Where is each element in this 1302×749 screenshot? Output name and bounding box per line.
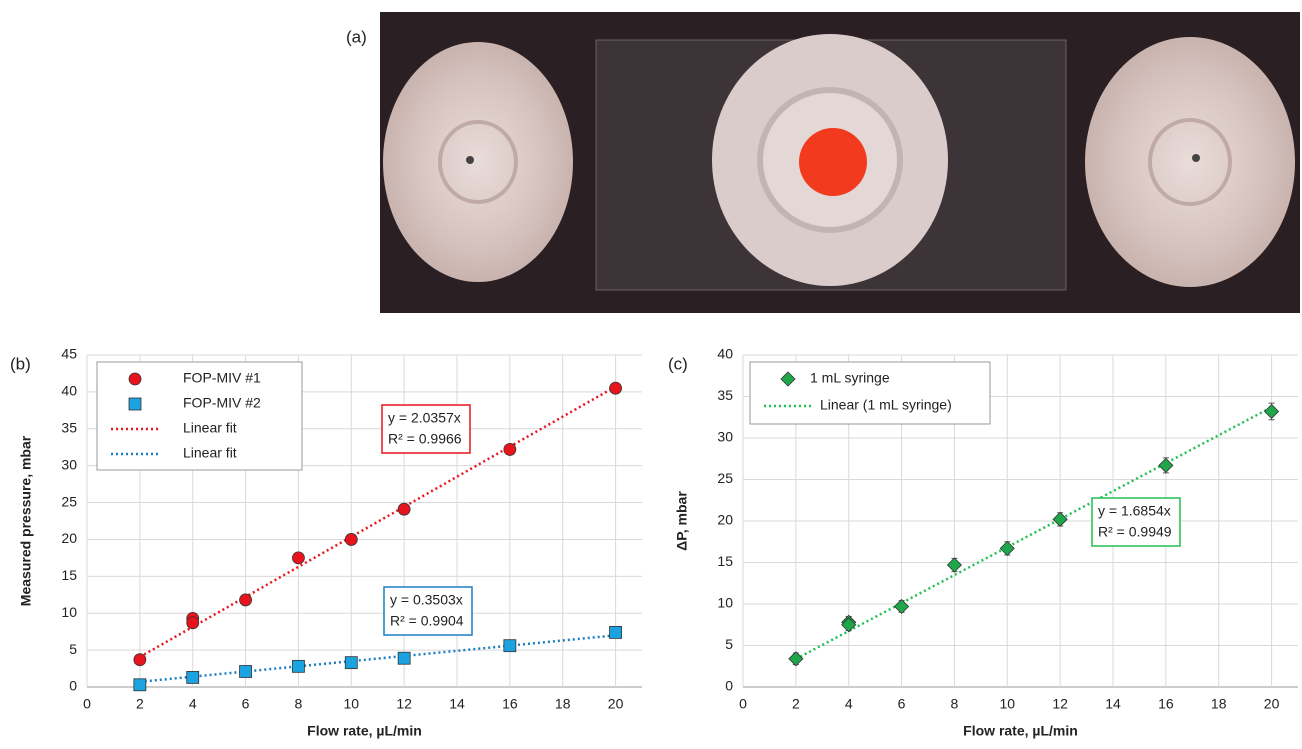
r-squared: R² = 0.9966	[388, 431, 462, 447]
x-tick-label: 16	[1158, 696, 1174, 712]
marker	[1053, 512, 1067, 526]
photo	[380, 12, 1300, 313]
marker	[134, 654, 146, 666]
marker	[240, 666, 252, 678]
y-axis-title: ΔP, mbar	[674, 491, 690, 551]
y-tick-label: 30	[717, 429, 733, 445]
equation: y = 1.6854x	[1098, 503, 1171, 519]
legend-label: Linear fit	[183, 445, 237, 461]
x-tick-label: 14	[1105, 696, 1121, 712]
marker	[187, 617, 199, 629]
fit-line	[796, 407, 1272, 659]
marker	[292, 552, 304, 564]
equation: y = 2.0357x	[388, 410, 461, 426]
x-tick-label: 8	[951, 696, 959, 712]
y-tick-label: 10	[61, 604, 77, 620]
x-tick-label: 20	[1264, 696, 1280, 712]
x-tick-label: 2	[792, 696, 800, 712]
x-tick-label: 16	[502, 696, 518, 712]
panel-label: (b)	[10, 354, 31, 373]
legend-label: FOP-MIV #2	[183, 395, 261, 411]
r-squared: R² = 0.9904	[390, 613, 464, 629]
x-tick-label: 0	[739, 696, 747, 712]
marker	[345, 533, 357, 545]
marker	[504, 640, 516, 652]
marker	[947, 558, 961, 572]
y-tick-label: 15	[61, 567, 77, 583]
y-tick-label: 20	[61, 530, 77, 546]
marker	[292, 660, 304, 672]
marker	[187, 671, 199, 683]
equation: y = 0.3503x	[390, 592, 463, 608]
y-axis-title: Measured pressure, mbar	[18, 435, 34, 606]
x-tick-label: 4	[845, 696, 853, 712]
legend-label: Linear (1 mL syringe)	[820, 397, 952, 413]
y-tick-label: 25	[61, 493, 77, 509]
marker	[789, 652, 803, 666]
marker	[129, 373, 141, 385]
y-tick-label: 20	[717, 512, 733, 528]
y-tick-label: 15	[717, 553, 733, 569]
figure: (a) (b)051015202530354045024681012141618…	[0, 0, 1302, 744]
y-tick-label: 10	[717, 595, 733, 611]
x-tick-label: 18	[555, 696, 571, 712]
x-tick-label: 4	[189, 696, 197, 712]
y-tick-label: 40	[717, 346, 733, 362]
x-tick-label: 12	[396, 696, 412, 712]
marker	[398, 503, 410, 515]
legend-label: FOP-MIV #1	[183, 370, 261, 386]
x-tick-label: 12	[1052, 696, 1068, 712]
y-tick-label: 30	[61, 456, 77, 472]
x-tick-label: 6	[242, 696, 250, 712]
legend-label: Linear fit	[183, 420, 237, 436]
x-tick-label: 10	[999, 696, 1015, 712]
x-axis-title: Flow rate, µL/min	[307, 723, 422, 739]
marker	[895, 599, 909, 613]
y-tick-label: 0	[725, 678, 733, 694]
marker	[134, 679, 146, 691]
x-tick-label: 14	[449, 696, 465, 712]
marker	[610, 626, 622, 638]
y-tick-label: 45	[61, 346, 77, 362]
y-tick-label: 25	[717, 470, 733, 486]
x-tick-label: 18	[1211, 696, 1227, 712]
marker	[504, 443, 516, 455]
fit-line	[140, 635, 616, 682]
y-tick-label: 35	[717, 387, 733, 403]
x-tick-label: 10	[343, 696, 359, 712]
x-tick-label: 2	[136, 696, 144, 712]
legend-label: 1 mL syringe	[810, 370, 890, 386]
y-tick-label: 0	[69, 678, 77, 694]
y-tick-label: 5	[69, 641, 77, 657]
marker	[610, 382, 622, 394]
marker	[1265, 404, 1279, 418]
y-tick-label: 5	[725, 636, 733, 652]
marker	[240, 594, 252, 606]
marker	[345, 657, 357, 669]
x-tick-label: 6	[898, 696, 906, 712]
panel-label: (a)	[346, 27, 367, 46]
y-tick-label: 35	[61, 419, 77, 435]
x-tick-label: 8	[295, 696, 303, 712]
marker	[1159, 458, 1173, 472]
marker	[398, 652, 410, 664]
r-squared: R² = 0.9949	[1098, 524, 1172, 540]
marker	[129, 398, 141, 410]
x-tick-label: 20	[608, 696, 624, 712]
x-axis-title: Flow rate, µL/min	[963, 723, 1078, 739]
panel-label: (c)	[668, 354, 688, 373]
x-tick-label: 0	[83, 696, 91, 712]
y-tick-label: 40	[61, 383, 77, 399]
